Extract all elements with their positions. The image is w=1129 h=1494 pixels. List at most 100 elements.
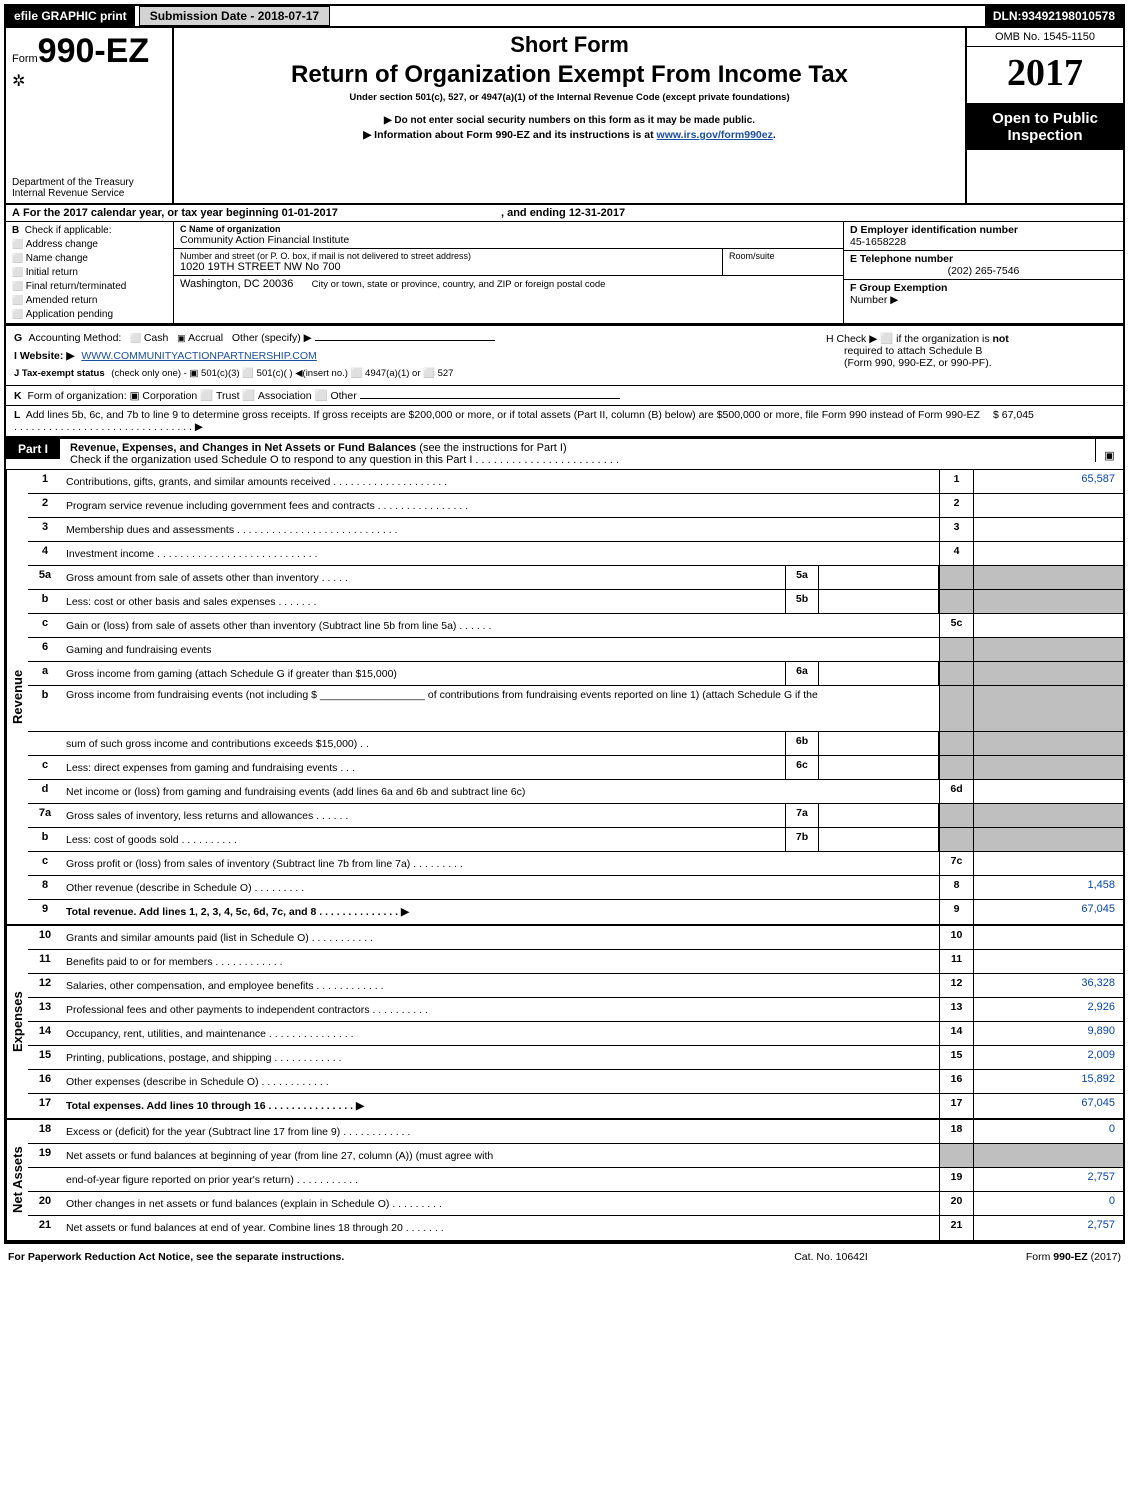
line-14-text: Occupancy, rent, utilities, and maintena… bbox=[62, 1022, 939, 1045]
dln-value: 93492198010578 bbox=[1022, 9, 1115, 23]
G-accrual-radio[interactable]: Accrual bbox=[177, 332, 223, 344]
line-2-value bbox=[973, 494, 1123, 517]
line-5b-sub: 5b bbox=[785, 590, 819, 613]
line-6b-bot-num bbox=[28, 732, 62, 755]
footer-form-ref: Form 990-EZ (2017) bbox=[941, 1251, 1121, 1263]
line-9-text: Total revenue. Add lines 1, 2, 3, 4, 5c,… bbox=[62, 900, 939, 924]
line-7a-val-shaded bbox=[973, 804, 1123, 827]
dept-line1: Department of the Treasury bbox=[12, 177, 166, 188]
B-caption: Check if applicable: bbox=[25, 225, 112, 236]
line-5a-col-shaded bbox=[939, 566, 973, 589]
line-11-col: 11 bbox=[939, 950, 973, 973]
K-text: Form of organization: ▣ Corporation ⬜ Tr… bbox=[27, 390, 356, 402]
line-6d-num: d bbox=[28, 780, 62, 803]
line-6b-val-shaded bbox=[973, 732, 1123, 755]
A-begin-date: 01-01-2017 bbox=[282, 207, 338, 219]
footer-form-prefix: Form bbox=[1026, 1251, 1053, 1263]
line-6b-top-val-shaded bbox=[973, 686, 1123, 731]
efile-print-button[interactable]: efile GRAPHIC print bbox=[6, 6, 135, 26]
line-6b-text-1: Gross income from fundraising events (no… bbox=[66, 689, 818, 701]
line-6c: c Less: direct expenses from gaming and … bbox=[28, 756, 1123, 780]
row-L: L Add lines 5b, 6c, and 7b to line 9 to … bbox=[6, 406, 1123, 437]
line-4-num: 4 bbox=[28, 542, 62, 565]
chk-final-return[interactable]: Final return/terminated bbox=[12, 281, 167, 292]
line-6-text: Gaming and fundraising events bbox=[62, 638, 939, 661]
J-text: (check only one) - ▣ 501(c)(3) ⬜ 501(c)(… bbox=[111, 368, 453, 379]
line-6a-subval bbox=[819, 662, 939, 685]
part-I-check-text: Check if the organization used Schedule … bbox=[70, 454, 619, 466]
line-7c-num: c bbox=[28, 852, 62, 875]
G-cash-radio[interactable]: Cash bbox=[130, 332, 168, 344]
expenses-vertical-label: Expenses bbox=[6, 926, 28, 1118]
form-990ez-page: efile GRAPHIC print Submission Date - 20… bbox=[4, 4, 1125, 1244]
line-10-value bbox=[973, 926, 1123, 949]
label-I: I Website: ▶ bbox=[14, 350, 74, 362]
line-3-value bbox=[973, 518, 1123, 541]
line-6c-col-shaded bbox=[939, 756, 973, 779]
line-20: 20 Other changes in net assets or fund b… bbox=[28, 1192, 1123, 1216]
line-10: 10 Grants and similar amounts paid (list… bbox=[28, 926, 1123, 950]
line-6c-subval bbox=[819, 756, 939, 779]
line-6d: d Net income or (loss) from gaming and f… bbox=[28, 780, 1123, 804]
line-13-value: 2,926 bbox=[973, 998, 1123, 1021]
line-21-text: Net assets or fund balances at end of ye… bbox=[62, 1216, 939, 1240]
line-5c-num: c bbox=[28, 614, 62, 637]
F-group-exemption-cell: F Group Exemption Number ▶ bbox=[844, 280, 1123, 308]
info-link[interactable]: www.irs.gov/form990ez bbox=[657, 129, 773, 141]
line-6d-col: 6d bbox=[939, 780, 973, 803]
part-I-checkbox[interactable]: ▣ bbox=[1095, 439, 1123, 462]
department-block: Department of the Treasury Internal Reve… bbox=[12, 177, 166, 199]
line-5c-col: 5c bbox=[939, 614, 973, 637]
A-prefix: For the 2017 calendar year, or tax year … bbox=[23, 207, 282, 219]
I-website-link[interactable]: WWW.COMMUNITYACTIONPARTNERSHIP.COM bbox=[81, 350, 316, 362]
line-5b-num: b bbox=[28, 590, 62, 613]
line-12-text: Salaries, other compensation, and employ… bbox=[62, 974, 939, 997]
chk-name-change[interactable]: Name change bbox=[12, 253, 167, 264]
line-13: 13 Professional fees and other payments … bbox=[28, 998, 1123, 1022]
line-16-text: Other expenses (describe in Schedule O) … bbox=[62, 1070, 939, 1093]
line-5b-val-shaded bbox=[973, 590, 1123, 613]
line-18-text: Excess or (deficit) for the year (Subtra… bbox=[62, 1120, 939, 1143]
line-12-num: 12 bbox=[28, 974, 62, 997]
revenue-lines: 1 Contributions, gifts, grants, and simi… bbox=[28, 470, 1123, 924]
row-A-tax-year: A For the 2017 calendar year, or tax yea… bbox=[6, 205, 1123, 222]
submission-date-label: Submission Date - bbox=[150, 9, 258, 23]
chk-address-change[interactable]: Address change bbox=[12, 239, 167, 250]
row-H: H Check ▶ ⬜ if the organization is not r… bbox=[820, 332, 1115, 379]
line-6d-value bbox=[973, 780, 1123, 803]
dln-box: DLN: 93492198010578 bbox=[985, 6, 1123, 26]
part-I-subtitle: (see the instructions for Part I) bbox=[416, 442, 566, 454]
L-amount: $ 67,045 bbox=[985, 409, 1115, 433]
line-11-text: Benefits paid to or for members . . . . … bbox=[62, 950, 939, 973]
chk-application-pending[interactable]: Application pending bbox=[12, 309, 167, 320]
line-3-col: 3 bbox=[939, 518, 973, 541]
line-4-col: 4 bbox=[939, 542, 973, 565]
G-other[interactable]: Other (specify) ▶ bbox=[232, 332, 312, 344]
chk-initial-return[interactable]: Initial return bbox=[12, 267, 167, 278]
C-city-label: City or town, state or province, country… bbox=[312, 279, 606, 290]
chk-amended-return[interactable]: Amended return bbox=[12, 295, 167, 306]
A-mid: , and ending bbox=[501, 207, 569, 219]
C-city-cell: Washington, DC 20036 City or town, state… bbox=[174, 276, 843, 292]
line-4-value bbox=[973, 542, 1123, 565]
row-J: J Tax-exempt status (check only one) - ▣… bbox=[14, 368, 820, 379]
line-6b-subval bbox=[819, 732, 939, 755]
line-10-text: Grants and similar amounts paid (list in… bbox=[62, 926, 939, 949]
E-label: E Telephone number bbox=[850, 253, 953, 265]
line-5a-sub: 5a bbox=[785, 566, 819, 589]
C-street-label: Number and street (or P. O. box, if mail… bbox=[180, 251, 716, 261]
C-name-label: C Name of organization bbox=[180, 224, 837, 234]
label-B: B bbox=[12, 225, 19, 236]
line-7b: b Less: cost of goods sold . . . . . . .… bbox=[28, 828, 1123, 852]
line-6b-text-2: sum of such gross income and contributio… bbox=[62, 732, 785, 755]
line-12-value: 36,328 bbox=[973, 974, 1123, 997]
line-8: 8 Other revenue (describe in Schedule O)… bbox=[28, 876, 1123, 900]
line-21-num: 21 bbox=[28, 1216, 62, 1240]
line-1-value: 65,587 bbox=[973, 470, 1123, 493]
line-14-value: 9,890 bbox=[973, 1022, 1123, 1045]
line-6-col-shaded bbox=[939, 638, 973, 661]
H-not: not bbox=[992, 333, 1008, 345]
line-6b-sub: 6b bbox=[785, 732, 819, 755]
line-15-value: 2,009 bbox=[973, 1046, 1123, 1069]
line-5a: 5a Gross amount from sale of assets othe… bbox=[28, 566, 1123, 590]
